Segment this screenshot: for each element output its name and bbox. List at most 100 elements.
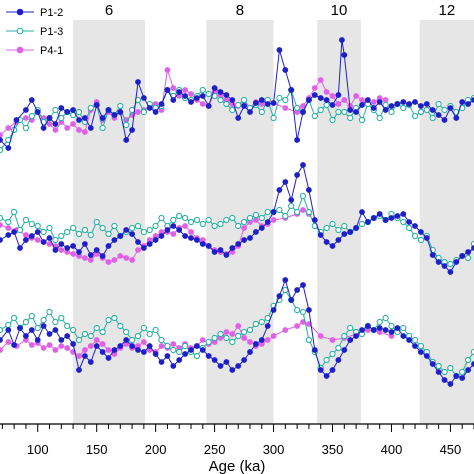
data-point-P1-3	[329, 116, 336, 124]
data-point-P1-3	[323, 356, 330, 364]
data-point-P1-3	[435, 362, 442, 370]
data-point-P1-3	[447, 260, 454, 268]
data-point-P1-2	[22, 107, 29, 113]
data-point-P1-2	[82, 353, 88, 359]
data-point-P1-3	[406, 224, 413, 232]
data-point-P1-2	[264, 219, 271, 225]
data-point-P1-3	[229, 106, 236, 114]
data-point-P1-3	[329, 220, 336, 228]
data-point-P1-3	[294, 104, 301, 112]
data-point-P1-2	[429, 252, 436, 258]
data-point-P1-2	[394, 325, 401, 331]
data-point-P1-2	[87, 125, 94, 131]
data-point-P1-2	[40, 239, 47, 245]
data-point-P1-3	[447, 364, 454, 372]
data-point-P1-2	[93, 343, 100, 349]
data-point-P1-2	[64, 109, 71, 115]
data-point-P1-3	[341, 222, 348, 230]
data-point-P1-3	[341, 108, 348, 116]
data-point-P1-2	[465, 101, 471, 107]
glacial-band-12	[419, 20, 474, 424]
data-point-P1-2	[364, 323, 371, 329]
data-point-P1-2	[406, 219, 412, 225]
data-point-P1-3	[140, 228, 147, 236]
legend: P1-2 P1-3 P4-1	[0, 0, 68, 72]
data-point-P4-1	[82, 129, 88, 135]
data-point-P1-2	[176, 89, 183, 95]
data-point-P1-2	[205, 353, 212, 359]
data-point-P1-3	[34, 222, 41, 230]
legend-item-P4-1: P4-1	[6, 45, 63, 57]
data-point-P1-3	[64, 228, 71, 236]
data-point-P1-2	[465, 367, 471, 373]
legend-marker	[16, 8, 24, 16]
data-point-P1-2	[353, 333, 359, 339]
data-point-P1-3	[241, 96, 248, 104]
data-point-P1-2	[311, 347, 318, 353]
data-point-P4-1	[70, 121, 76, 127]
data-point-P1-2	[347, 337, 354, 343]
data-point-P1-3	[241, 218, 248, 226]
data-point-P1-2	[11, 342, 17, 348]
data-point-P1-3	[58, 314, 65, 322]
data-point-P1-2	[412, 99, 418, 105]
data-point-P1-3	[423, 106, 430, 114]
data-point-P1-3	[358, 116, 366, 124]
data-point-P1-3	[176, 212, 183, 220]
data-point-P1-2	[441, 263, 448, 269]
data-point-P1-2	[211, 249, 218, 255]
data-point-P1-2	[370, 105, 377, 111]
data-point-P4-1	[99, 341, 106, 347]
data-point-P1-2	[370, 215, 377, 221]
data-point-P4-1	[182, 87, 188, 93]
data-point-P4-1	[46, 121, 53, 127]
data-point-P1-2	[111, 237, 118, 243]
data-point-P4-1	[311, 85, 318, 91]
data-point-P1-3	[411, 112, 419, 120]
data-point-P4-1	[223, 329, 230, 335]
data-point-P1-3	[52, 318, 59, 326]
data-point-P1-3	[158, 336, 165, 344]
data-point-P1-3	[205, 216, 212, 224]
data-point-P4-1	[46, 342, 53, 348]
data-point-P4-1	[52, 127, 59, 133]
data-point-P1-3	[429, 114, 436, 122]
data-point-P4-1	[76, 127, 82, 133]
data-point-P1-3	[75, 230, 83, 238]
data-point-P1-2	[276, 187, 283, 193]
data-point-P1-2	[140, 349, 147, 355]
data-point-P1-2	[323, 97, 330, 103]
data-point-P1-3	[417, 342, 424, 350]
data-point-P1-3	[81, 330, 89, 338]
data-point-P4-1	[270, 217, 277, 223]
data-point-P1-3	[335, 344, 342, 352]
data-point-P1-2	[406, 101, 412, 107]
data-point-P4-1	[22, 115, 29, 121]
data-point-P1-2	[270, 209, 277, 215]
data-point-P1-3	[400, 218, 407, 226]
panel-middle	[0, 162, 474, 275]
data-point-P1-2	[359, 327, 365, 333]
data-point-P1-2	[447, 105, 454, 111]
data-point-P1-2	[52, 121, 59, 127]
data-point-P1-3	[335, 226, 342, 234]
data-point-P1-2	[46, 115, 53, 121]
x-tick-label: 400	[381, 442, 403, 457]
data-point-P1-2	[329, 367, 336, 373]
data-point-P1-2	[429, 361, 436, 367]
data-point-P1-3	[441, 106, 448, 114]
data-point-P1-3	[276, 206, 283, 214]
data-point-P1-2	[423, 235, 430, 241]
data-point-P1-2	[376, 325, 383, 331]
data-point-P1-3	[16, 226, 24, 234]
data-point-P1-2	[382, 327, 389, 333]
data-point-P1-2	[199, 241, 206, 247]
data-point-P1-2	[223, 359, 230, 365]
data-point-P4-1	[305, 321, 312, 327]
data-point-P1-2	[129, 343, 135, 349]
data-point-P1-2	[188, 235, 194, 241]
data-point-P1-2	[211, 357, 218, 363]
data-point-P1-2	[376, 99, 383, 105]
data-point-P1-3	[235, 332, 242, 340]
data-point-P1-2	[76, 117, 82, 123]
